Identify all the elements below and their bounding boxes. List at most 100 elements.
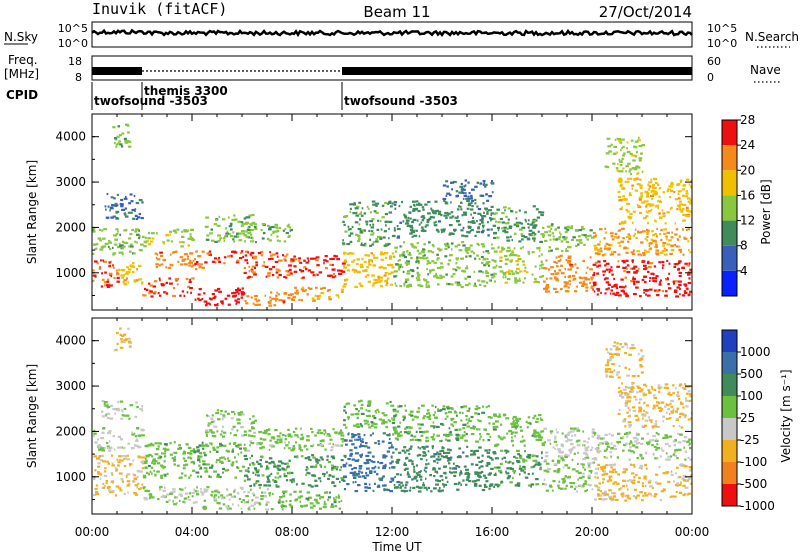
heatmap-cell bbox=[540, 253, 543, 256]
heatmap-cell bbox=[144, 461, 147, 464]
heatmap-cell bbox=[316, 264, 320, 267]
heatmap-cell bbox=[196, 490, 199, 493]
heatmap-cell bbox=[527, 222, 529, 226]
heatmap-cell bbox=[660, 238, 663, 241]
heatmap-cell bbox=[553, 463, 558, 466]
heatmap-cell bbox=[563, 281, 568, 284]
heatmap-cell bbox=[481, 488, 486, 492]
heatmap-cell bbox=[654, 178, 657, 181]
heatmap-cell bbox=[128, 237, 132, 240]
heatmap-cell bbox=[122, 410, 124, 413]
heatmap-cell bbox=[514, 254, 518, 257]
heatmap-cell bbox=[175, 501, 178, 504]
heatmap-cell bbox=[650, 238, 653, 241]
heatmap-cell bbox=[629, 446, 632, 449]
heatmap-cell bbox=[243, 271, 247, 274]
heatmap-cell bbox=[630, 280, 634, 283]
heatmap-cell bbox=[398, 263, 402, 266]
heatmap-cell bbox=[428, 241, 431, 244]
heatmap-cell bbox=[125, 195, 127, 199]
heatmap-cell bbox=[93, 230, 95, 233]
heatmap-cell bbox=[105, 216, 110, 219]
heatmap-cell bbox=[355, 408, 358, 411]
heatmap-cell bbox=[161, 452, 163, 455]
heatmap-cell bbox=[105, 482, 108, 485]
heatmap-cell bbox=[271, 274, 275, 277]
heatmap-cell bbox=[438, 490, 442, 493]
heatmap-cell bbox=[205, 433, 208, 436]
heatmap-cell bbox=[182, 467, 186, 470]
heatmap-cell bbox=[519, 440, 524, 443]
heatmap-cell bbox=[201, 266, 205, 269]
heatmap-cell bbox=[455, 269, 458, 272]
heatmap-cell bbox=[527, 484, 532, 487]
heatmap-cell bbox=[415, 485, 420, 488]
heatmap-cell bbox=[660, 401, 665, 404]
heatmap-cell bbox=[369, 211, 372, 214]
heatmap-cell bbox=[120, 409, 123, 412]
heatmap-cell bbox=[367, 446, 371, 449]
heatmap-cell bbox=[498, 436, 502, 439]
heatmap-cell bbox=[587, 483, 590, 486]
heatmap-cell bbox=[97, 462, 101, 465]
heatmap-cell bbox=[421, 215, 425, 218]
heatmap-cell bbox=[439, 266, 444, 269]
heatmap-cell bbox=[518, 228, 523, 231]
heatmap-cell bbox=[164, 474, 167, 477]
heatmap-cell bbox=[281, 500, 285, 503]
heatmap-cell bbox=[578, 476, 583, 479]
heatmap-cell bbox=[585, 236, 587, 239]
heatmap-cell bbox=[163, 443, 168, 446]
heatmap-cell bbox=[385, 455, 388, 458]
heatmap-cell bbox=[110, 260, 112, 263]
heatmap-cell bbox=[506, 239, 511, 242]
heatmap-cell bbox=[349, 452, 353, 455]
heatmap-cell bbox=[251, 492, 255, 495]
heatmap-cell bbox=[463, 213, 467, 216]
heatmap-cell bbox=[249, 240, 252, 243]
heatmap-cell bbox=[411, 478, 414, 481]
heatmap-cell bbox=[135, 444, 139, 447]
heatmap-cell bbox=[389, 490, 393, 493]
heatmap-cell bbox=[464, 235, 469, 238]
heatmap-cell bbox=[309, 458, 312, 462]
heatmap-cell bbox=[681, 188, 685, 191]
heatmap-cell bbox=[218, 260, 222, 264]
heatmap-cell bbox=[203, 451, 206, 454]
heatmap-cell bbox=[404, 486, 407, 489]
heatmap-cell bbox=[587, 466, 591, 469]
heatmap-cell bbox=[655, 275, 659, 278]
heatmap-cell bbox=[630, 251, 635, 254]
heatmap-cell bbox=[534, 265, 537, 268]
heatmap-cell bbox=[394, 207, 397, 210]
heatmap-cell bbox=[290, 298, 294, 301]
heatmap-cell bbox=[399, 255, 401, 258]
heatmap-cell bbox=[645, 192, 650, 195]
heatmap-cell bbox=[659, 482, 662, 485]
heatmap-cell bbox=[381, 476, 384, 479]
heatmap-cell bbox=[677, 261, 681, 265]
heatmap-cell bbox=[253, 435, 256, 438]
heatmap-cell bbox=[252, 471, 255, 474]
heatmap-cell bbox=[140, 217, 144, 220]
heatmap-cell bbox=[472, 425, 475, 428]
heatmap-cell bbox=[540, 211, 545, 214]
heatmap-cell bbox=[349, 251, 352, 255]
heatmap-cell bbox=[522, 460, 525, 463]
heatmap-cell bbox=[106, 192, 109, 196]
freq-band-1 bbox=[92, 67, 142, 75]
heatmap-cell bbox=[535, 483, 540, 486]
heatmap-cell bbox=[106, 441, 109, 445]
heatmap-cell bbox=[490, 213, 492, 217]
heatmap-cell bbox=[454, 281, 458, 284]
heatmap-cell bbox=[322, 286, 326, 290]
heatmap-cell bbox=[651, 230, 654, 233]
heatmap-cell bbox=[616, 441, 619, 444]
heatmap-cell bbox=[466, 445, 469, 448]
heatmap-cell bbox=[322, 472, 326, 476]
heatmap-cell bbox=[180, 494, 183, 498]
heatmap-cell bbox=[268, 428, 271, 431]
heatmap-cell bbox=[181, 235, 185, 238]
heatmap-cell bbox=[192, 469, 196, 472]
heatmap-cell bbox=[490, 273, 495, 276]
